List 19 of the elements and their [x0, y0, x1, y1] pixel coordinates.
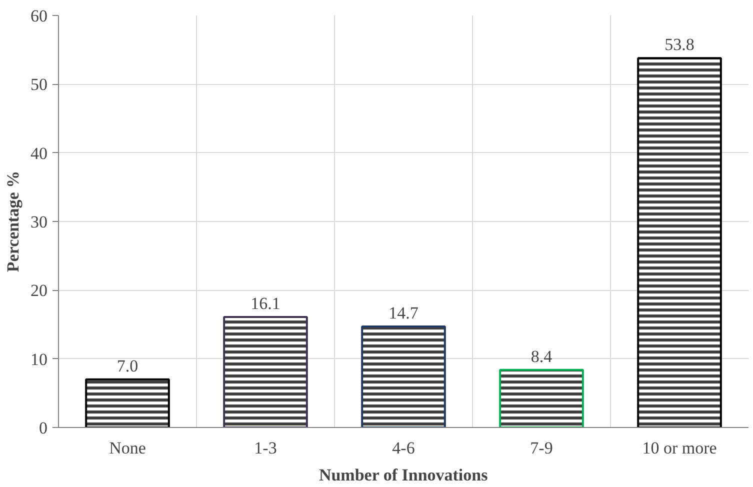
x-tick-label: None	[109, 438, 146, 458]
x-tick-label: 10 or more	[642, 438, 717, 458]
data-label: 8.4	[530, 346, 553, 366]
y-tick-label: 10	[30, 350, 48, 369]
y-axis-title: Percentage %	[4, 170, 22, 272]
y-tick-label: 30	[30, 212, 48, 232]
data-label: 7.0	[116, 356, 138, 376]
data-label: 16.1	[250, 294, 280, 313]
y-tick-label: 40	[30, 144, 48, 163]
y-tick-label: 60	[30, 6, 48, 26]
x-tick-label: 7-9	[530, 438, 553, 458]
x-axis-title: Number of Innovations	[318, 466, 488, 484]
x-tick-label: 4-6	[392, 438, 415, 458]
y-tick-label: 50	[30, 75, 48, 94]
data-label: 53.8	[664, 35, 694, 54]
x-tick-label: 1-3	[254, 438, 277, 458]
data-label: 14.7	[388, 304, 419, 323]
y-tick-label: 20	[30, 281, 48, 300]
y-tick-label: 0	[39, 418, 48, 438]
